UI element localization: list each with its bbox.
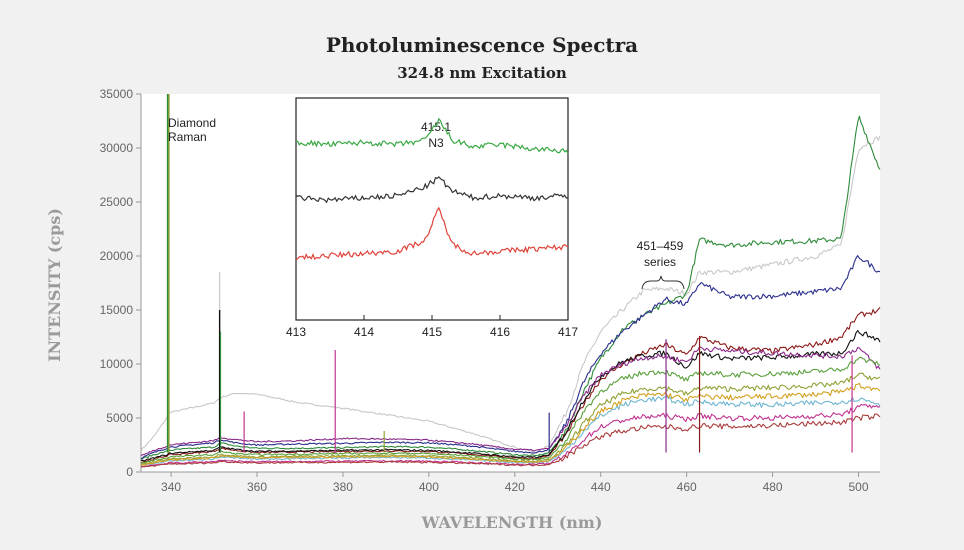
- chart-subtitle: 324.8 nm Excitation: [397, 64, 567, 82]
- x-tick-label: 480: [763, 480, 783, 494]
- y-tick-label: 25000: [100, 195, 134, 209]
- series-annotation-line-2: series: [644, 255, 676, 269]
- series-bracket: [641, 275, 685, 290]
- x-axis-label: WAVELENGTH (nm): [421, 513, 603, 532]
- spectrum-series-line: [140, 329, 881, 462]
- x-tick-label: 460: [677, 480, 697, 494]
- x-tick-label: 360: [247, 480, 267, 494]
- x-tick-label: 340: [161, 480, 181, 494]
- y-tick-label: 5000: [106, 411, 133, 425]
- spectrum-series-line: [140, 382, 881, 466]
- spectrum-series-line: [140, 346, 881, 457]
- inset-series-line: [295, 176, 568, 204]
- spectrum-series-line: [140, 395, 881, 466]
- inset-frame: [295, 97, 569, 321]
- x-tick-label: 420: [505, 480, 525, 494]
- y-tick-label: 15000: [100, 303, 134, 317]
- x-tick-label: 440: [591, 480, 611, 494]
- inset-x-tick-label: 417: [558, 325, 578, 339]
- raman-annotation-line-2: Raman: [168, 130, 207, 144]
- chart-title: Photoluminescence Spectra: [326, 33, 638, 57]
- y-tick-label: 30000: [100, 141, 134, 155]
- spectrum-series-line: [140, 307, 881, 464]
- spectrum-series-line: [140, 413, 881, 468]
- series-annotation-line-1: 451–459: [637, 239, 684, 253]
- spectrum-series-line: [140, 135, 881, 454]
- spectrum-series-line: [140, 356, 881, 464]
- x-tick-label: 380: [333, 480, 353, 494]
- spectrum-series-line: [140, 115, 881, 460]
- x-tick-label: 400: [419, 480, 439, 494]
- y-axis-label: INTENSITY (cps): [45, 208, 64, 362]
- inset-peak-label-line-2: N3: [428, 136, 444, 150]
- inset-x-tick-label: 416: [490, 325, 510, 339]
- inset-x-tick-label: 413: [286, 325, 306, 339]
- inset-series-line: [295, 117, 569, 154]
- inset-peak-label-line-1: 415.1: [421, 120, 451, 134]
- inset-x-tick-label: 414: [354, 325, 374, 339]
- y-tick-label: 35000: [100, 87, 134, 101]
- spectrum-series-line: [140, 255, 881, 460]
- inset-chart: 415.1 N3: [295, 97, 569, 321]
- raman-annotation-line-1: Diamond: [168, 116, 216, 130]
- y-tick-label: 0: [126, 465, 133, 479]
- inset-x-tick-label: 415: [422, 325, 442, 339]
- x-tick-label: 500: [849, 480, 869, 494]
- y-tick-label: 10000: [100, 357, 134, 371]
- y-tick-label: 20000: [100, 249, 134, 263]
- inset-series-line: [295, 206, 569, 261]
